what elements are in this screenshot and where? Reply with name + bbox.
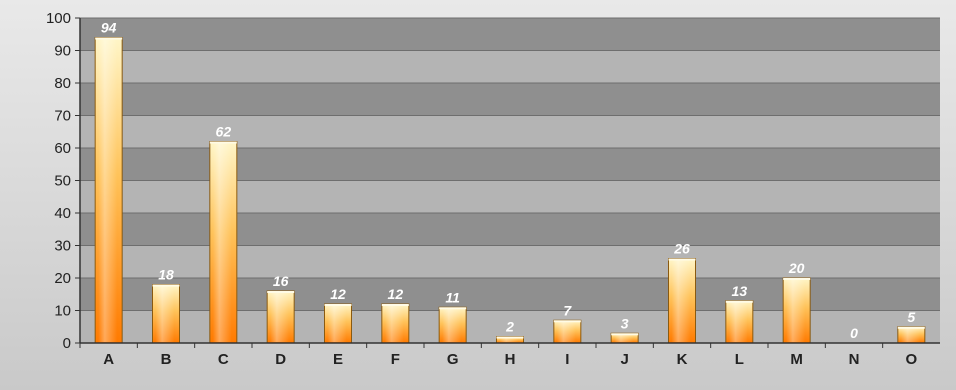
plot-band	[80, 115, 940, 148]
bar-highlight-G	[442, 308, 462, 342]
x-tick-label-A: A	[103, 351, 114, 368]
y-tick-label: 60	[54, 140, 71, 157]
bar-highlight-M	[786, 279, 806, 342]
plot-band	[80, 180, 940, 213]
x-tick-label-H: H	[505, 351, 516, 368]
y-tick-label: 30	[54, 238, 71, 255]
x-tick-label-E: E	[333, 351, 343, 368]
x-tick-label-L: L	[735, 351, 744, 368]
bar-highlight-K	[671, 259, 691, 342]
data-label-G: 11	[445, 289, 460, 305]
bar-highlight-B	[155, 285, 175, 342]
y-tick-label: 50	[54, 173, 71, 190]
bar-highlight-H	[499, 337, 519, 342]
bar-highlight-C	[212, 142, 232, 342]
plot-band	[80, 148, 940, 181]
data-label-K: 26	[673, 241, 690, 257]
plot-band	[80, 245, 940, 278]
x-tick-label-F: F	[391, 351, 400, 368]
bar-highlight-O	[900, 327, 920, 342]
y-tick-label: 0	[63, 335, 71, 352]
data-label-E: 12	[330, 286, 346, 302]
y-tick-label: 80	[54, 75, 71, 92]
x-tick-label-M: M	[790, 351, 803, 368]
data-label-B: 18	[158, 267, 174, 283]
bar-series	[94, 37, 926, 344]
bar-highlight-I	[556, 321, 576, 342]
data-label-C: 62	[216, 124, 232, 140]
data-label-N: 0	[850, 325, 858, 341]
y-tick-label: 90	[54, 43, 71, 60]
x-axis-ticks: A B C D E F G H I J K L M N O	[79, 343, 917, 368]
plot-band	[80, 50, 940, 83]
bar-highlight-D	[270, 292, 290, 342]
bar-highlight-A	[98, 38, 118, 342]
data-label-F: 12	[388, 286, 404, 302]
y-tick-label: 70	[54, 108, 71, 125]
x-tick-label-I: I	[565, 351, 569, 368]
bar-highlight-L	[728, 301, 748, 342]
y-axis-ticks: 0 10 20 30 40 50 60 70 80 90 100	[46, 10, 80, 352]
data-labels: 94 18 62 16 12 12 11 2 7 3 26 13 20 0 5	[101, 20, 916, 342]
x-tick-label-N: N	[849, 351, 860, 368]
x-tick-label-K: K	[677, 351, 688, 368]
bar-highlight-J	[614, 334, 634, 342]
plot-band	[80, 213, 940, 246]
y-tick-label: 40	[54, 205, 71, 222]
y-tick-label: 10	[54, 303, 71, 320]
plot-band	[80, 278, 940, 311]
y-tick-label: 20	[54, 270, 71, 287]
x-tick-label-C: C	[218, 351, 229, 368]
data-label-D: 16	[273, 273, 289, 289]
bar-highlight-F	[384, 305, 404, 342]
x-tick-label-B: B	[161, 351, 172, 368]
bar-highlight-E	[327, 305, 347, 342]
plot-band	[80, 18, 940, 51]
x-tick-label-D: D	[275, 351, 286, 368]
data-label-H: 2	[505, 319, 514, 335]
data-label-A: 94	[101, 20, 117, 36]
y-tick-label: 100	[46, 10, 71, 27]
plot-band	[80, 83, 940, 116]
x-tick-label-G: G	[447, 351, 459, 368]
x-tick-label-O: O	[905, 351, 917, 368]
data-label-L: 13	[732, 283, 748, 299]
data-label-M: 20	[788, 260, 805, 276]
data-label-J: 3	[621, 315, 629, 331]
data-label-O: 5	[907, 309, 915, 325]
x-tick-label-J: J	[620, 351, 628, 368]
data-label-I: 7	[563, 302, 572, 318]
